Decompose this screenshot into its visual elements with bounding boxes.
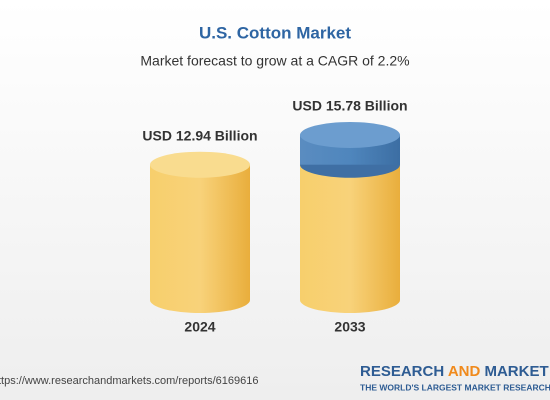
logo-part: AND [448, 363, 481, 380]
value-label: USD 12.94 Billion [142, 127, 257, 143]
chart-title: U.S. Cotton Market [199, 23, 351, 42]
logo-tagline: THE WORLD'S LARGEST MARKET RESEARCH STO [360, 382, 550, 392]
x-tick-label: 2024 [184, 319, 215, 335]
cylinder-body [150, 164, 250, 300]
logo: RESEARCH AND MARKET [360, 363, 549, 380]
cylinder-top [150, 151, 250, 178]
cylinder-top [300, 122, 400, 148]
x-tick-label: 2033 [334, 319, 365, 335]
value-label: USD 15.78 Billion [292, 98, 407, 114]
cylinder-base [300, 287, 400, 313]
logo-part: MARKET [484, 363, 548, 380]
logo-part: RESEARCH [360, 363, 444, 380]
chart-subtitle: Market forecast to grow at a CAGR of 2.2… [140, 53, 409, 69]
source: ttps://www.researchandmarkets.com/report… [0, 375, 258, 387]
cylinder-base [150, 287, 250, 313]
